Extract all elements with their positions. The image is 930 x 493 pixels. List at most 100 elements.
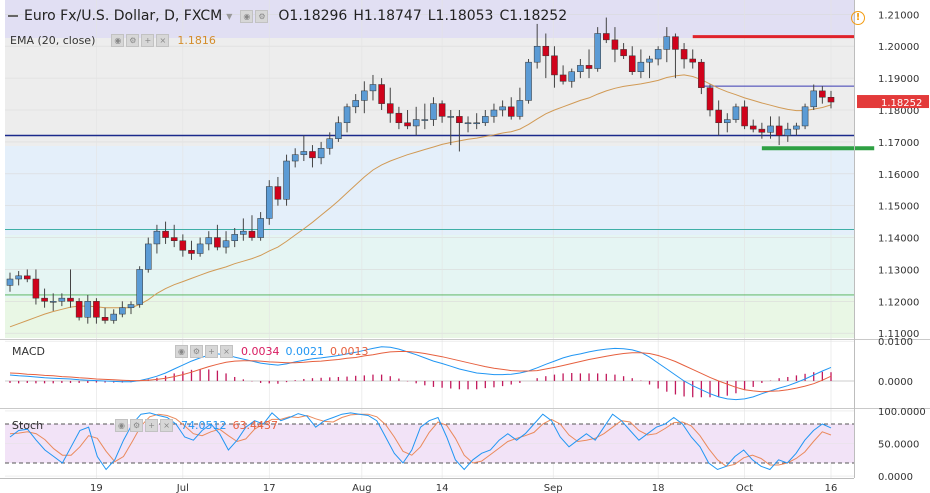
price-scale[interactable]: 1.21000 1.20000 1.19000 1.18000 1.17000 1.160… (878, 10, 919, 340)
candle (265, 180, 273, 225)
candle (533, 23, 541, 69)
candle (724, 113, 731, 133)
candle (136, 266, 143, 308)
macd-value: 0.0021 (285, 345, 324, 358)
ema-title[interactable]: EMA (20, close) (10, 34, 96, 47)
candle (214, 224, 221, 251)
add-icon[interactable]: + (145, 419, 159, 432)
candles (6, 17, 835, 324)
candle-body (101, 317, 109, 321)
candle-body (611, 39, 619, 50)
stoch-scale[interactable]: 100.0000 50.0000 0.0000 (878, 407, 926, 483)
settings-icon[interactable]: ⚙ (126, 34, 140, 47)
settings-icon[interactable]: ⚙ (255, 9, 269, 23)
macd-scale[interactable]: 0.0100 0.0000 (878, 337, 913, 388)
ohlc-open: O1.18296 (278, 8, 348, 24)
candle (490, 103, 498, 123)
exclamation-circle-icon[interactable]: ! (851, 11, 865, 25)
candle (819, 86, 826, 104)
price-tick-label: 1.12000 (878, 297, 919, 308)
candle (447, 110, 455, 146)
macd-tick-label: 0.0000 (878, 377, 913, 388)
candle-body (404, 122, 411, 127)
candle-body (162, 230, 169, 238)
candle (222, 231, 230, 254)
chevron-down-icon[interactable]: ▼ (226, 11, 233, 21)
candle-body (585, 65, 593, 69)
candle (75, 298, 83, 321)
candle (456, 110, 463, 152)
symbol-title[interactable]: Euro Fx/U.S. Dollar, D, FXCM (24, 8, 223, 24)
candle (559, 65, 567, 85)
close-icon[interactable]: × (219, 345, 233, 358)
eye-icon[interactable]: ◉ (240, 9, 254, 23)
candle-body (188, 250, 195, 254)
candle-body (309, 151, 316, 159)
eye-icon[interactable]: ◉ (111, 34, 125, 47)
candle (646, 55, 653, 79)
candle-body (542, 45, 550, 57)
candle (231, 227, 238, 248)
candle-body (819, 90, 826, 98)
candle (386, 87, 394, 123)
candle (335, 116, 342, 142)
time-tick-label: 19 (90, 483, 103, 493)
settings-icon[interactable]: ⚙ (189, 345, 203, 358)
candle-body (603, 33, 610, 41)
candle (525, 58, 532, 104)
stoch-title[interactable]: Stoch (12, 419, 44, 432)
add-icon[interactable]: + (141, 34, 155, 47)
candle (395, 106, 403, 130)
candle-body (240, 230, 247, 235)
settings-icon[interactable]: ⚙ (130, 419, 144, 432)
candle-body (378, 84, 385, 104)
candle (291, 148, 299, 168)
candle (801, 103, 809, 130)
candle (352, 94, 359, 114)
price-tick-label: 1.20000 (878, 42, 919, 53)
candle (67, 269, 74, 308)
candle (758, 122, 766, 139)
price-tick-label: 1.13000 (878, 265, 919, 276)
horizontal-levels[interactable] (5, 35, 875, 296)
macd-title[interactable]: MACD (12, 345, 45, 358)
candle (101, 307, 109, 324)
collapse-icon[interactable] (8, 15, 18, 17)
eye-icon[interactable]: ◉ (115, 419, 129, 432)
ohlc-high: H1.18747 (353, 8, 422, 24)
candle-body (749, 125, 757, 130)
eye-icon[interactable]: ◉ (174, 345, 188, 358)
current-price-text: 1.18252 (881, 98, 922, 109)
candle (749, 119, 757, 133)
candle-body (473, 122, 480, 125)
add-icon[interactable]: + (204, 345, 218, 358)
close-icon[interactable]: × (156, 34, 170, 47)
candle-body (490, 109, 498, 117)
time-scale[interactable]: 19 Jul 17 Aug 14 Sep 18 Oct 16 (90, 483, 837, 493)
candle-body (352, 100, 359, 108)
macd-signal-line (9, 351, 832, 393)
candle-body (680, 49, 688, 60)
candle (188, 240, 195, 260)
candle-body (516, 100, 524, 117)
candle-body (231, 234, 238, 241)
candle-body (395, 112, 403, 124)
candle-body (84, 301, 92, 318)
candle (421, 103, 429, 130)
close-icon[interactable]: × (160, 419, 174, 432)
price-tick-label: 1.17000 (878, 138, 919, 149)
stoch-d-value: 63.4437 (232, 419, 279, 432)
macd-legend: MACD ◉ ⚙ + × 0.0034 0.0021 0.0013 (12, 345, 368, 358)
candle (84, 294, 92, 324)
candle-body (525, 61, 532, 101)
candle-body (179, 240, 187, 251)
candle-body (205, 237, 213, 245)
candle (594, 27, 601, 72)
candle-body (412, 119, 420, 127)
candle-body (127, 304, 135, 308)
stoch-legend: Stoch ◉ ⚙ + × 74.0512 63.4437 (12, 419, 278, 432)
candle (810, 84, 817, 111)
macd-signal-value: 0.0013 (329, 345, 369, 358)
price-tick-label: 1.15000 (878, 202, 919, 213)
